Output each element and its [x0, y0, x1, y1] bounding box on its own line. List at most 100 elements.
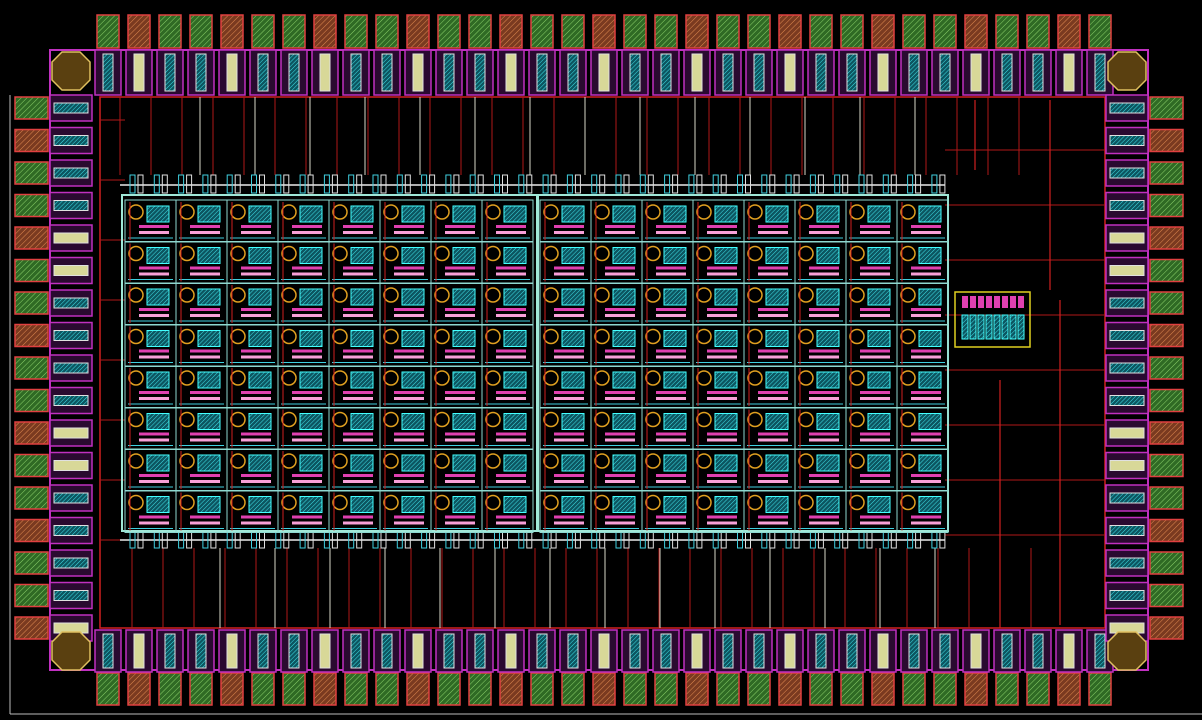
column-stub	[202, 174, 209, 194]
control-cell	[1002, 296, 1008, 308]
column-stub	[210, 174, 217, 194]
cell-via	[594, 494, 610, 511]
cell-metal	[554, 225, 584, 228]
cell-metal	[707, 397, 737, 400]
cell-metal	[343, 308, 373, 311]
cell-metal	[343, 432, 373, 436]
control-cell	[977, 314, 985, 340]
io-core	[53, 590, 89, 601]
bond-pad	[809, 14, 833, 49]
cell-via	[645, 204, 661, 220]
io-core	[257, 53, 269, 92]
cell-metal	[139, 266, 169, 270]
cell-metal	[554, 438, 584, 442]
cell-diffusion	[503, 247, 527, 264]
io-core	[1094, 53, 1106, 92]
cell-metal	[394, 515, 424, 519]
cell-metal	[809, 438, 839, 442]
cell-metal	[394, 225, 424, 228]
cell-metal	[292, 314, 322, 317]
cell-metal	[911, 314, 941, 317]
cell-metal	[343, 272, 373, 276]
cell-diffusion	[663, 496, 687, 513]
cell-metal	[554, 308, 584, 311]
column-stub	[396, 174, 403, 194]
cell-via	[128, 245, 144, 262]
cell-via	[485, 411, 501, 428]
cell-metal	[656, 521, 686, 525]
io-core	[1063, 633, 1075, 669]
column-stub	[153, 174, 160, 194]
cell-metal	[139, 515, 169, 519]
cell-metal	[758, 314, 788, 317]
cell-metal	[707, 314, 737, 317]
cell-diffusion	[401, 413, 425, 430]
cell-metal	[758, 474, 788, 477]
cell-metal	[343, 314, 373, 317]
column-stub	[518, 174, 525, 194]
cell-via	[281, 453, 297, 469]
cell-diffusion	[918, 247, 942, 264]
io-core	[350, 53, 362, 92]
cell-metal	[190, 314, 220, 317]
cell-metal	[292, 474, 322, 477]
io-core	[53, 232, 89, 244]
column-stub	[178, 174, 185, 194]
cell-metal	[394, 231, 424, 234]
io-core	[660, 53, 672, 92]
bond-pad	[871, 14, 895, 49]
cell-diffusion	[867, 247, 891, 264]
bond-pad	[871, 672, 895, 706]
io-core	[1109, 395, 1145, 406]
column-stub	[890, 174, 897, 194]
cell-metal	[394, 397, 424, 400]
cell-diffusion	[503, 496, 527, 513]
cell-metal	[911, 391, 941, 394]
cell-via	[849, 453, 865, 469]
bond-pad	[995, 672, 1019, 706]
io-core	[1109, 525, 1145, 536]
cell-metal	[394, 438, 424, 442]
cell-diffusion	[350, 330, 374, 347]
cell-metal	[605, 355, 635, 359]
column-stub	[591, 174, 598, 194]
cell-metal	[190, 438, 220, 442]
cell-metal	[496, 480, 526, 483]
cell-via	[383, 453, 399, 469]
cell-metal	[809, 225, 839, 228]
cell-metal	[139, 308, 169, 311]
cell-diffusion	[350, 247, 374, 264]
column-stub	[761, 174, 768, 194]
cell-metal	[292, 225, 322, 228]
column-stub	[275, 174, 282, 194]
cell-metal	[911, 231, 941, 234]
cell-via	[594, 328, 610, 345]
cell-metal	[758, 521, 788, 525]
cell-diffusion	[299, 454, 323, 472]
cell-metal	[139, 349, 169, 353]
cell-via	[179, 494, 195, 511]
cell-metal	[496, 314, 526, 317]
io-core	[1109, 232, 1145, 244]
cell-via	[645, 287, 661, 303]
bond-pad	[14, 616, 49, 640]
bond-pad	[499, 14, 523, 49]
cell-metal	[445, 474, 475, 477]
cell-via	[798, 287, 814, 303]
cell-metal	[809, 314, 839, 317]
cell-via	[332, 453, 348, 469]
io-core	[908, 53, 920, 92]
cell-metal	[190, 272, 220, 276]
cell-metal	[241, 231, 271, 234]
bond-pad	[96, 672, 120, 706]
cell-via	[696, 287, 712, 303]
cell-via	[849, 204, 865, 220]
bond-pad	[685, 14, 709, 49]
column-stub	[469, 174, 476, 194]
cell-metal	[605, 231, 635, 234]
bond-pad	[1149, 486, 1184, 510]
cell-metal	[911, 308, 941, 311]
cell-metal	[445, 314, 475, 317]
io-core	[195, 633, 207, 669]
bond-pad	[375, 14, 399, 49]
